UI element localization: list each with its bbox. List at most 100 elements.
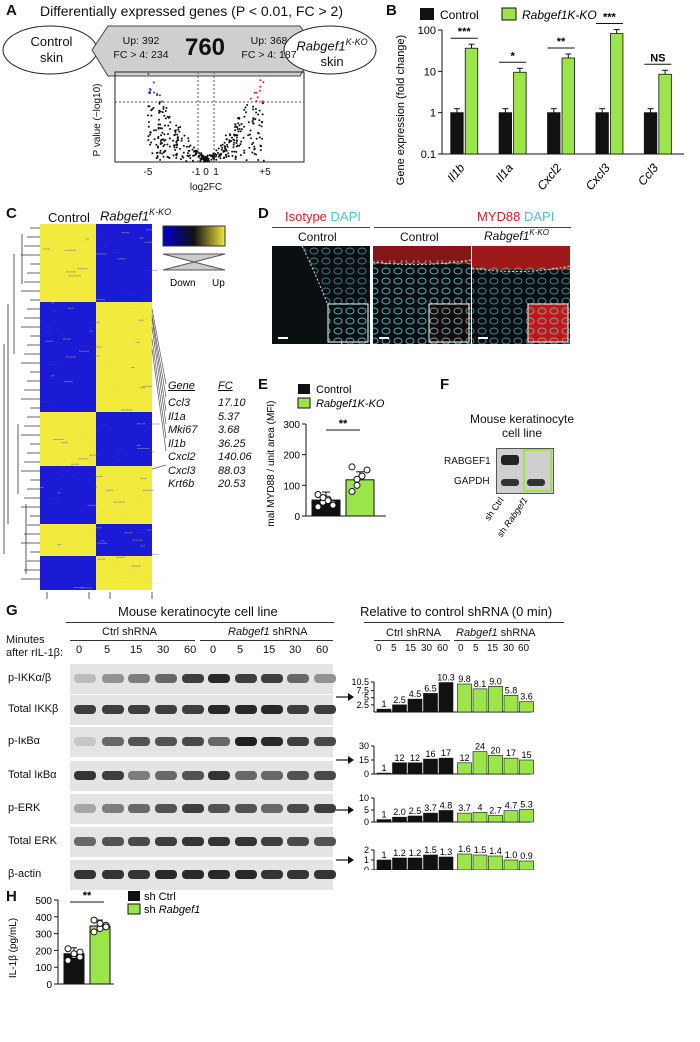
volcano-point	[180, 137, 183, 140]
g-rel-value: 12	[459, 753, 469, 763]
g-band	[287, 737, 309, 746]
volcano-point	[259, 149, 262, 152]
g-minute-label: 5	[104, 644, 111, 656]
g-minutes-label-1: Minutes	[6, 634, 45, 646]
volcano-point	[182, 151, 185, 154]
volcano-point	[254, 118, 257, 120]
volcano-point	[239, 143, 242, 146]
d-myd88-label: MYD88	[477, 209, 521, 224]
volcano-point	[169, 121, 172, 124]
panel-e-chart: Control Rabgef1K-KO 0 100 200 300 ** Epiderm…	[266, 384, 386, 526]
volcano-point	[253, 148, 256, 151]
volcano-point	[162, 105, 165, 108]
volcano-point	[259, 85, 262, 88]
volcano-point	[234, 155, 237, 158]
volcano-point	[187, 137, 190, 140]
volcano-point	[234, 126, 236, 128]
volcano-point	[231, 136, 233, 139]
volcano-point	[232, 143, 235, 146]
volcano-point	[187, 152, 189, 155]
b-ylabel: Gene expression (fold change)	[395, 35, 407, 185]
g-band	[182, 737, 204, 746]
volcano-point	[215, 149, 218, 152]
volcano-point	[161, 111, 164, 114]
volcano-point	[223, 141, 226, 144]
e-ytick: 300	[283, 420, 300, 431]
g-band	[287, 705, 309, 714]
g-row-label: Total IKKβ	[8, 703, 59, 715]
volcano-point	[195, 152, 197, 155]
g-band	[235, 674, 257, 683]
gene-name: Cxcl3	[168, 464, 196, 477]
volcano-point	[147, 135, 150, 138]
d-right-header: MYD88 DAPI	[477, 209, 554, 224]
volcano-point	[256, 96, 259, 99]
g-rel-ko-tail: shRNA	[500, 627, 536, 639]
volcano-point	[196, 150, 199, 153]
b-sig: ***	[603, 12, 617, 24]
b-bar	[658, 73, 672, 155]
volcano-point	[161, 152, 164, 155]
volcano-point	[223, 145, 226, 148]
volcano-point	[158, 94, 161, 97]
volcano-point	[150, 114, 153, 117]
volcano-point	[161, 131, 164, 134]
g-row-label: Total IκBα	[8, 769, 57, 781]
g-rel-group-ko: Rabgef1 shRNA	[456, 627, 536, 639]
g-rel-ytick: 15	[359, 755, 369, 765]
g-rel-bar	[457, 853, 472, 870]
g-band	[128, 737, 150, 746]
volcano-point	[157, 126, 160, 129]
b-xtick: Ccl3	[635, 161, 661, 189]
volcano-point	[252, 105, 255, 108]
g-band	[74, 674, 96, 683]
volcano-point	[262, 159, 265, 162]
g-rel-bar	[376, 772, 392, 775]
b-bar	[513, 71, 527, 155]
b-bar	[498, 112, 513, 155]
g-rel-value: 5.8	[505, 685, 518, 695]
volcano-point	[159, 127, 162, 130]
c-col-control: Control	[48, 210, 90, 225]
g-rel-value: 2.0	[393, 807, 406, 817]
g-rel-value: 6.5	[424, 683, 437, 693]
g-arrow-icon	[348, 806, 354, 814]
g-rel-value: 4.5	[409, 689, 422, 699]
b-bar	[547, 112, 561, 155]
g-band	[314, 737, 336, 746]
volcano-point	[167, 133, 169, 136]
g-rel-minute-label: 0	[376, 643, 382, 654]
volcano-point	[230, 140, 233, 142]
volcano-point	[222, 150, 225, 153]
volcano-point	[157, 135, 160, 138]
g-band	[235, 837, 257, 846]
volcano-point	[180, 139, 183, 142]
f-title-2: cell line	[501, 426, 543, 440]
volcano-point	[261, 100, 264, 103]
venn-total: 760	[184, 34, 226, 61]
g-band	[208, 870, 230, 879]
g-rel-bar	[457, 762, 472, 775]
g-blot-strip	[70, 827, 336, 857]
g-minutes-label-2: after rIL-1β:	[6, 647, 64, 659]
volcano-point	[245, 159, 248, 162]
heatmap-block	[40, 224, 96, 302]
g-band	[182, 870, 204, 879]
heatmap-block	[40, 466, 96, 524]
volcano-point	[258, 109, 261, 112]
g-rel-value: 1	[381, 763, 386, 773]
volcano-point	[225, 155, 228, 158]
g-band	[128, 870, 150, 879]
volcano-point	[261, 113, 264, 116]
volcano-point	[189, 157, 192, 160]
g-rel-value: 1.2	[409, 848, 422, 858]
d-micrographs	[272, 246, 570, 344]
volcano-point	[159, 110, 162, 113]
b-sig: ***	[458, 26, 472, 38]
volcano-point	[159, 123, 162, 126]
g-band	[208, 674, 230, 683]
h-sig: **	[83, 890, 92, 902]
g-arrow-icon	[348, 756, 354, 764]
volcano-point	[200, 158, 203, 161]
g-row-label: Total ERK	[8, 835, 57, 847]
